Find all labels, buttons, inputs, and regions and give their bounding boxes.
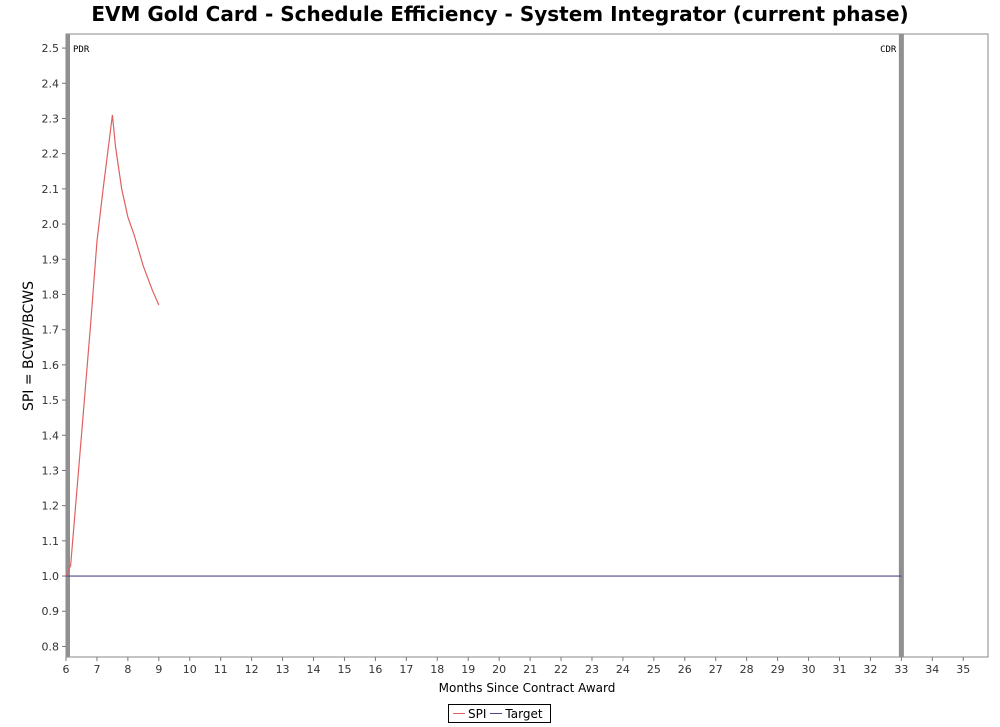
x-tick-label: 26 [678, 663, 692, 676]
x-tick-label: 11 [214, 663, 228, 676]
y-tick-label: 2.4 [42, 77, 60, 90]
y-tick-label: 1.1 [42, 535, 60, 548]
x-tick-label: 27 [709, 663, 723, 676]
x-tick-label: 10 [183, 663, 197, 676]
x-axis-label: Months Since Contract Award [439, 681, 616, 695]
milestone-pdr-label: PDR [73, 45, 90, 55]
x-tick-label: 24 [616, 663, 630, 676]
x-tick-label: 30 [802, 663, 816, 676]
x-tick-label: 25 [647, 663, 661, 676]
legend-label: Target [505, 706, 543, 721]
y-tick-label: 1.3 [42, 464, 60, 477]
x-tick-label: 16 [368, 663, 382, 676]
milestone-cdr-label: CDR [880, 45, 897, 55]
x-tick-label: 12 [245, 663, 259, 676]
y-tick-label: 1.8 [42, 288, 60, 301]
x-tick-label: 9 [155, 663, 162, 676]
milestones: PDR CDR [66, 34, 904, 657]
x-tick-label: 29 [771, 663, 785, 676]
y-tick-label: 1.4 [42, 429, 60, 442]
y-tick-label: 0.9 [42, 605, 60, 618]
x-tick-label: 35 [956, 663, 970, 676]
x-tick-label: 31 [832, 663, 846, 676]
x-tick-label: 21 [523, 663, 537, 676]
y-tick-label: 2.3 [42, 112, 60, 125]
y-tick-label: 2.2 [42, 148, 60, 161]
x-tick-label: 32 [863, 663, 877, 676]
y-axis-label: SPI = BCWP/BCWS [21, 281, 37, 411]
y-tick-label: 2.0 [42, 218, 60, 231]
y-tick-label: 1.5 [42, 394, 60, 407]
legend-item-target: Target [490, 706, 543, 721]
series-line-spi [65, 114, 160, 577]
y-tick-label: 1.6 [42, 359, 60, 372]
y-tick-label: 1.0 [42, 570, 60, 583]
x-tick-label: 8 [124, 663, 131, 676]
y-tick-label: 1.7 [42, 324, 60, 337]
x-tick-label: 19 [461, 663, 475, 676]
y-axis: 0.8 0.9 1.0 1.1 1.2 1.3 1.4 1.5 1.6 1.7 1.8 1.9 2.0 2… [42, 42, 66, 653]
x-tick-label: 7 [93, 663, 100, 676]
x-tick-label: 14 [307, 663, 321, 676]
y-tick-label: 1.2 [42, 500, 60, 513]
plot-area [65, 33, 989, 658]
x-tick-label: 17 [399, 663, 413, 676]
legend: SPI Target [448, 704, 551, 723]
x-tick-label: 20 [492, 663, 506, 676]
x-tick-label: 28 [740, 663, 754, 676]
x-tick-label: 34 [925, 663, 939, 676]
y-tick-label: 2.5 [42, 42, 60, 55]
legend-label: SPI [468, 706, 487, 721]
series-lines [65, 114, 902, 577]
y-tick-label: 1.9 [42, 253, 60, 266]
y-tick-label: 0.8 [42, 640, 60, 653]
x-tick-label: 33 [894, 663, 908, 676]
legend-item-spi: SPI [453, 707, 486, 721]
y-tick-label: 2.1 [42, 183, 60, 196]
x-tick-label: 23 [585, 663, 599, 676]
chart-title: EVM Gold Card - Schedule Efficiency - Sy… [91, 2, 909, 26]
legend-swatch [490, 713, 503, 714]
x-tick-label: 18 [430, 663, 444, 676]
x-tick-label: 13 [276, 663, 290, 676]
x-tick-label: 15 [337, 663, 351, 676]
x-axis: 6 7 8 9 10 11 12 13 14 15 16 17 18 19 20 21 22 23 24 25 26 27… [63, 657, 970, 676]
x-tick-label: 6 [63, 663, 70, 676]
legend-swatch [453, 713, 465, 714]
x-tick-label: 22 [554, 663, 568, 676]
